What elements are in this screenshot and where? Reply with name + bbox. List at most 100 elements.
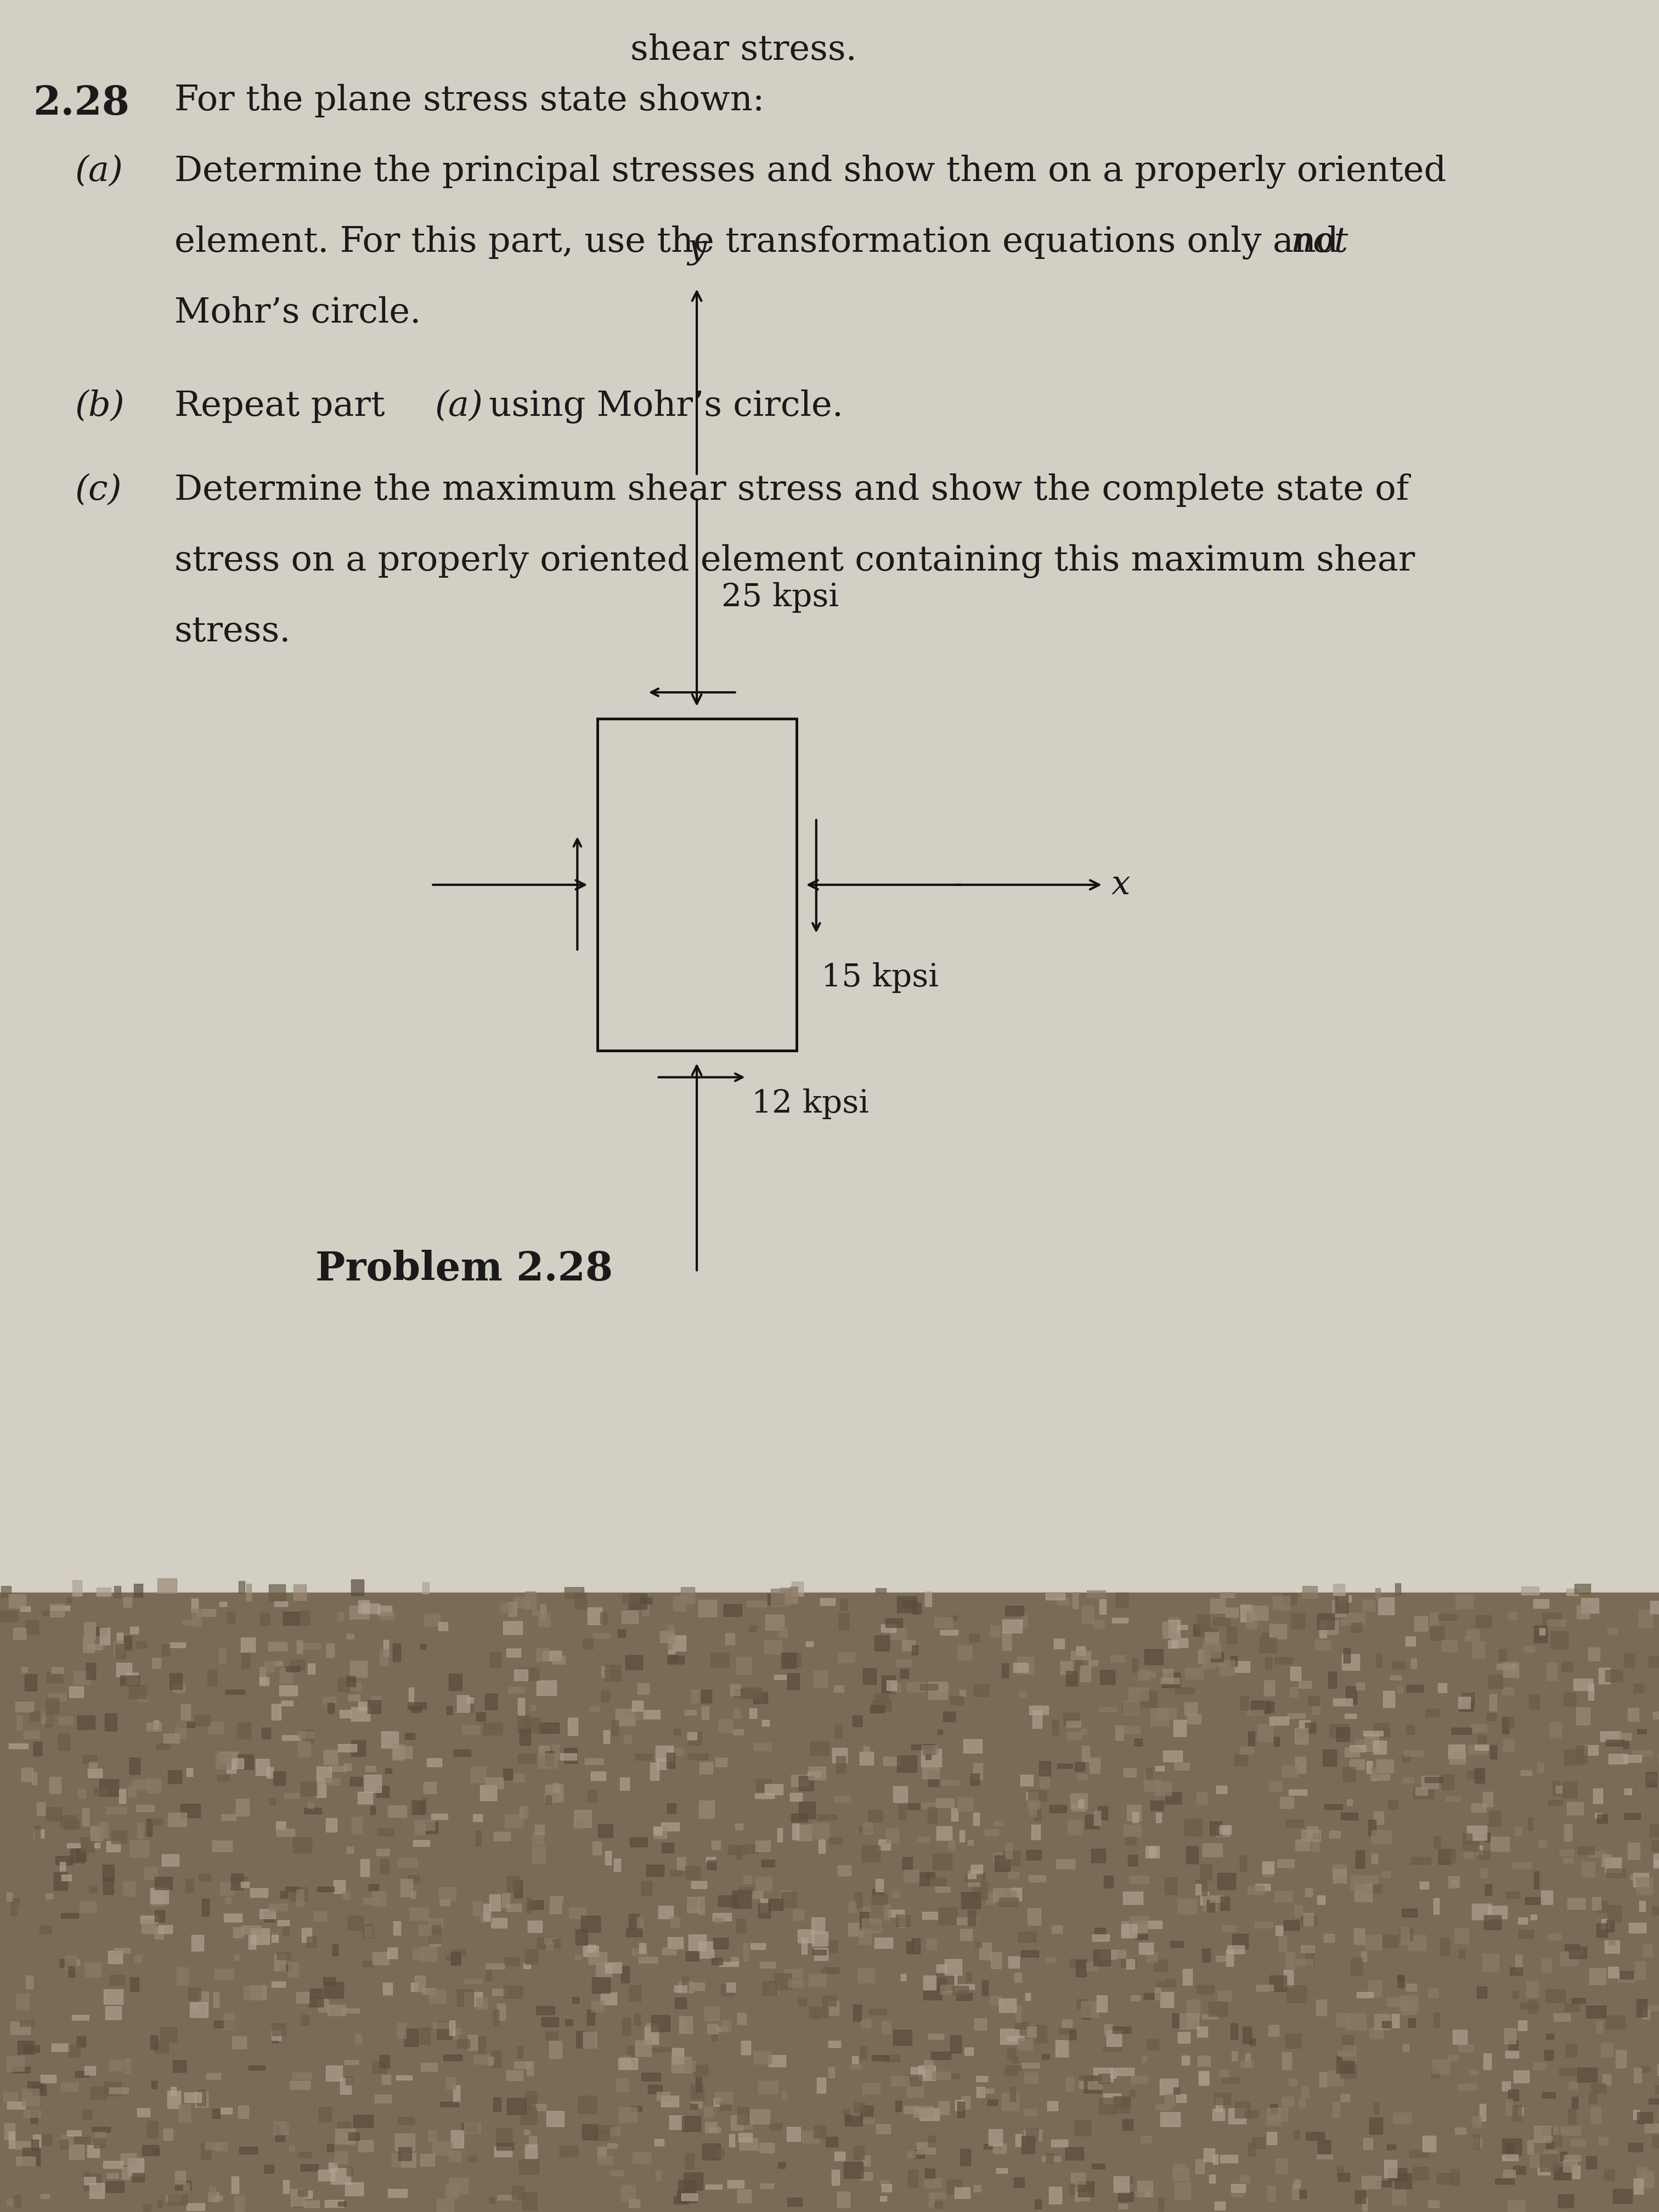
- Bar: [567, 1719, 577, 1734]
- Bar: [1485, 1885, 1491, 1896]
- Bar: [284, 1613, 300, 1626]
- Bar: [698, 1801, 713, 1818]
- Bar: [453, 2086, 460, 2101]
- Bar: [551, 1896, 562, 1902]
- Bar: [800, 1776, 813, 1790]
- Bar: [743, 1944, 748, 1960]
- Bar: [1636, 1878, 1652, 1893]
- Bar: [733, 1708, 740, 1719]
- Bar: [1465, 1635, 1478, 1641]
- Bar: [776, 1827, 783, 1840]
- Bar: [460, 1694, 473, 1712]
- Bar: [232, 1876, 242, 1891]
- Bar: [541, 1604, 546, 1621]
- Bar: [330, 2168, 350, 2183]
- Bar: [1057, 1763, 1072, 1767]
- Bar: [936, 1887, 951, 1891]
- Bar: [226, 1898, 231, 1905]
- Bar: [25, 1674, 36, 1692]
- Bar: [56, 1856, 73, 1865]
- Bar: [380, 1613, 395, 1619]
- Bar: [1410, 2150, 1428, 2157]
- Bar: [542, 1650, 561, 1661]
- Bar: [514, 1880, 523, 1898]
- Bar: [440, 2028, 458, 2039]
- Bar: [990, 1995, 1002, 2004]
- Bar: [51, 1606, 70, 1610]
- Bar: [1115, 2097, 1130, 2106]
- Bar: [1564, 1944, 1579, 1951]
- Bar: [1082, 2006, 1090, 2020]
- Bar: [377, 1849, 388, 1856]
- Bar: [305, 1730, 314, 1743]
- Bar: [0, 1593, 1659, 2212]
- Bar: [1239, 1747, 1254, 1754]
- Bar: [1075, 1763, 1085, 1772]
- Bar: [514, 2062, 529, 2068]
- Bar: [100, 1778, 118, 1796]
- Bar: [1269, 1975, 1286, 1991]
- Bar: [707, 1858, 715, 1863]
- Bar: [650, 1763, 659, 1781]
- Bar: [952, 1986, 969, 1995]
- Bar: [448, 1674, 463, 1690]
- Bar: [594, 2132, 609, 2141]
- Bar: [129, 1840, 149, 1856]
- Bar: [730, 1683, 740, 1697]
- Bar: [1470, 2070, 1478, 2075]
- Bar: [1209, 1820, 1221, 1836]
- Bar: [1087, 1590, 1105, 1597]
- Bar: [1063, 1712, 1078, 1725]
- Bar: [675, 1997, 687, 2008]
- Bar: [282, 1736, 300, 1741]
- Bar: [620, 2185, 635, 2201]
- Bar: [526, 1949, 538, 1964]
- Bar: [32, 2086, 46, 2095]
- Bar: [90, 2086, 106, 2099]
- Bar: [327, 2004, 345, 2015]
- Bar: [17, 1714, 22, 1730]
- Bar: [1126, 1960, 1135, 1969]
- Bar: [1332, 1865, 1347, 1878]
- Bar: [41, 2194, 50, 2199]
- Bar: [796, 1825, 811, 1840]
- Bar: [85, 2066, 96, 2075]
- Bar: [272, 1933, 279, 1940]
- Bar: [144, 1867, 158, 1880]
- Bar: [1105, 2024, 1112, 2035]
- Bar: [1404, 1750, 1423, 1756]
- Bar: [879, 2181, 889, 2185]
- Bar: [446, 1705, 453, 1714]
- Bar: [765, 1615, 785, 1630]
- Bar: [1606, 1670, 1623, 1681]
- Bar: [1632, 2110, 1639, 2119]
- Bar: [956, 2099, 962, 2110]
- Bar: [415, 1823, 425, 1834]
- Bar: [677, 1856, 685, 1871]
- Bar: [732, 2115, 743, 2130]
- Bar: [251, 1889, 267, 1898]
- Bar: [1201, 1628, 1216, 1637]
- Bar: [33, 1829, 45, 1838]
- Bar: [592, 1632, 609, 1639]
- Text: (a): (a): [75, 155, 123, 188]
- Bar: [971, 1774, 979, 1785]
- Bar: [408, 1703, 426, 1710]
- Bar: [1452, 1728, 1472, 1734]
- Bar: [592, 1843, 601, 1854]
- Bar: [415, 1820, 435, 1829]
- Bar: [1317, 1613, 1334, 1630]
- Bar: [65, 1955, 76, 1969]
- Bar: [652, 2015, 670, 2031]
- Bar: [226, 1690, 244, 1694]
- Bar: [891, 1628, 906, 1639]
- Bar: [902, 1601, 916, 1608]
- Bar: [279, 1686, 297, 1697]
- Bar: [22, 1668, 28, 1672]
- Bar: [367, 1701, 382, 1712]
- Bar: [760, 1898, 768, 1911]
- Bar: [267, 1767, 274, 1778]
- Bar: [58, 1717, 73, 1725]
- Bar: [1405, 1984, 1417, 1991]
- Bar: [669, 1632, 674, 1650]
